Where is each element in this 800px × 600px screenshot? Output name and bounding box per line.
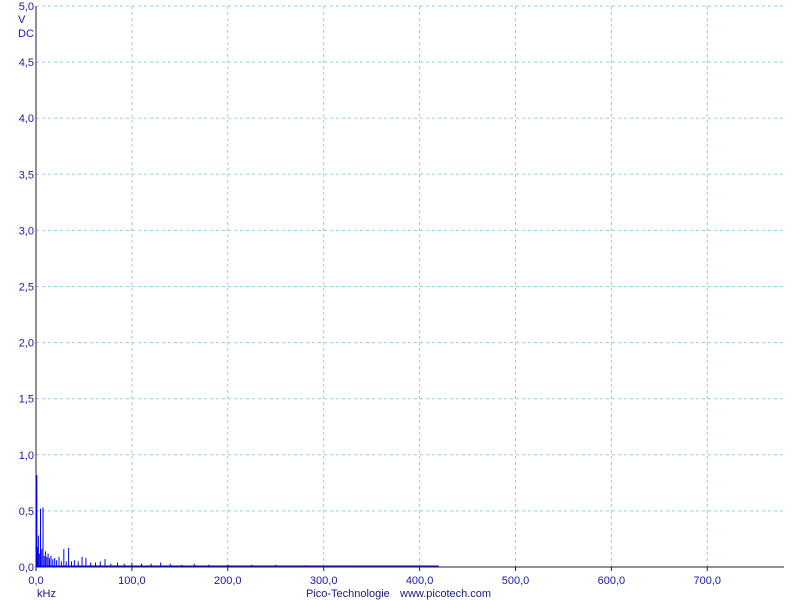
x-tick-label: 500,0 <box>502 575 530 587</box>
y-tick-label: 3,0 <box>19 225 34 237</box>
x-tick-label: 600,0 <box>598 575 626 587</box>
y-tick-label: 1,5 <box>19 394 34 406</box>
y-tick-label: 0,5 <box>19 506 34 518</box>
y-tick-label: 1,0 <box>19 450 34 462</box>
footer-brand: Pico-Technologie <box>306 588 390 600</box>
x-tick-label: 100,0 <box>118 575 146 587</box>
x-tick-label: 400,0 <box>406 575 434 587</box>
x-tick-label: 200,0 <box>214 575 242 587</box>
x-tick-label: 700,0 <box>694 575 722 587</box>
y-tick-label: 5,0 <box>19 1 34 13</box>
y-tick-labels: 0,0 0,5 1,0 1,5 2,0 2,5 3,0 3,5 4,0 4,5 5,0 <box>19 1 34 574</box>
axes <box>35 6 784 571</box>
y-tick-label: 2,0 <box>19 338 34 350</box>
y-tick-label: 0,0 <box>19 562 34 574</box>
y-tick-label: 4,0 <box>19 113 34 125</box>
y-tick-label: 2,5 <box>19 282 34 294</box>
x-tick-label: 300,0 <box>310 575 338 587</box>
y-tick-label: 3,5 <box>19 169 34 181</box>
gridlines <box>36 5 784 567</box>
x-tick-labels: 0,0 100,0 200,0 300,0 400,0 500,0 600,0 700,0 <box>28 575 721 587</box>
y-unit-label-dc: DC <box>18 28 34 40</box>
y-tick-label: 4,5 <box>19 57 34 69</box>
y-unit-label-v: V <box>18 14 26 26</box>
spectrum-trace <box>35 474 439 567</box>
footer-website: www.picotech.com <box>399 588 491 600</box>
x-tick-label: 0,0 <box>28 575 43 587</box>
x-axis-unit-label: kHz <box>37 588 56 600</box>
